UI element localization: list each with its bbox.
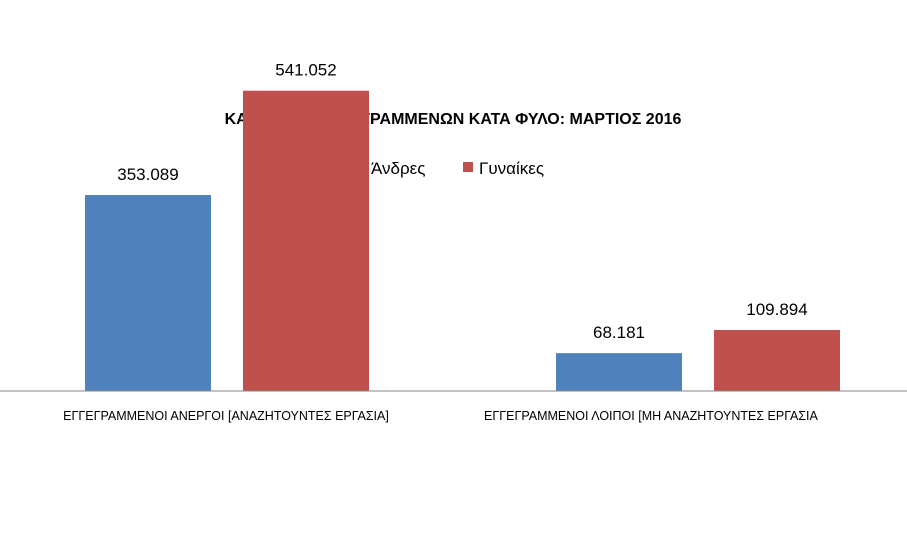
category-label-anergoi: ΕΓΓΕΓΡΑΜΜΕΝΟΙ ΑΝΕΡΓΟΙ [ΑΝΑΖΗΤΟΥΝΤΕΣ ΕΡΓΑ… (63, 409, 389, 423)
legend-swatch-gynaikes (463, 162, 473, 172)
data-label-gynaikes-loipoi: 109.894 (746, 300, 807, 319)
data-label-andres-loipoi: 68.181 (593, 323, 645, 342)
bar-gynaikes-loipoi (714, 330, 840, 391)
category-label-loipoi: ΕΓΓΕΓΡΑΜΜΕΝΟΙ ΛΟΙΠΟΙ [ΜΗ ΑΝΑΖΗΤΟΥΝΤΕΣ ΕΡ… (484, 409, 819, 423)
data-label-andres-anergoi: 353.089 (117, 165, 178, 184)
bar-andres-loipoi (556, 353, 682, 391)
legend-label-andres: Άνδρες (371, 159, 425, 178)
bars-group: 353.089 541.052 68.181 109.894 (85, 61, 840, 392)
bar-andres-anergoi (85, 195, 211, 391)
legend: Άνδρες Γυναίκες (355, 159, 544, 178)
data-label-gynaikes-anergoi: 541.052 (275, 61, 336, 80)
bar-gynaikes-anergoi (243, 90, 369, 392)
legend-label-gynaikes: Γυναίκες (479, 159, 544, 178)
